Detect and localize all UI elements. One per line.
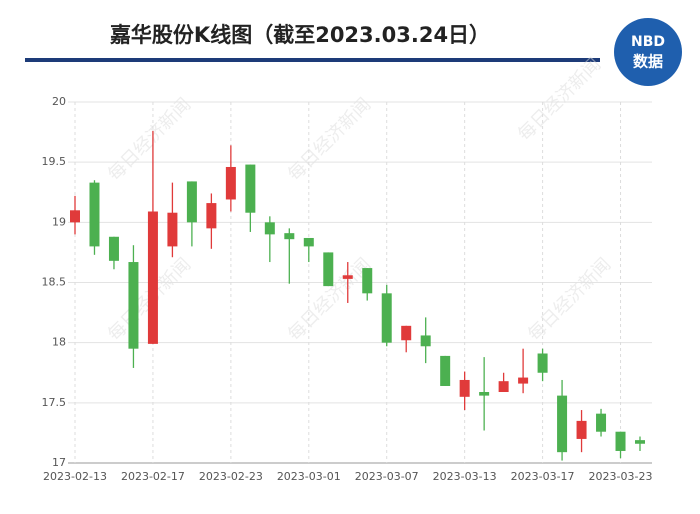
candle-body (420, 335, 431, 347)
y-tick-label: 17 (52, 456, 66, 469)
logo-text: 数据 (633, 53, 663, 71)
x-tick-label: 2023-02-23 (199, 470, 263, 483)
x-tick-label: 2023-03-23 (589, 470, 653, 483)
candle-body (498, 381, 509, 393)
y-tick-label: 18.5 (42, 276, 67, 289)
candle-body (459, 379, 470, 397)
candle-body (362, 268, 373, 294)
candle-body (323, 252, 334, 287)
logo-badge (614, 18, 682, 86)
watermark: 每日经济新闻 (284, 94, 375, 185)
watermark: 每日经济新闻 (514, 54, 605, 145)
candle-body (615, 431, 626, 451)
candle-body (225, 166, 236, 200)
chart-title: 嘉华股份K线图（截至2023.03.24日） (110, 23, 490, 47)
y-tick-label: 18 (52, 336, 66, 349)
candle-body (89, 182, 100, 247)
logo-text: NBD (631, 34, 665, 50)
x-tick-label: 2023-03-01 (277, 470, 341, 483)
watermarks: 每日经济新闻每日经济新闻每日经济新闻每日经济新闻每日经济新闻每日经济新闻 (104, 54, 615, 345)
candle-body (70, 210, 80, 223)
candle-body (596, 413, 607, 432)
candle-body (537, 353, 548, 373)
candle-body (557, 395, 568, 453)
candle-body (576, 420, 587, 439)
candle-body (167, 212, 178, 247)
candle-body (128, 262, 139, 349)
candle-body (108, 236, 119, 261)
candle-body (303, 237, 314, 247)
plot: 17 17.5 18 18.5 19 19.5 20 2023-02-13 2023-02-17… (42, 95, 653, 483)
y-tick-label: 19 (52, 215, 66, 228)
candle-body (479, 392, 490, 396)
candle-body (264, 222, 275, 235)
watermark: 每日经济新闻 (104, 94, 195, 185)
candle-body (284, 233, 295, 240)
x-tick-label: 2023-03-07 (355, 470, 419, 483)
candle-body (206, 203, 217, 229)
x-tick-label: 2023-02-13 (43, 470, 107, 483)
y-tick-label: 17.5 (42, 396, 67, 409)
candle-body (635, 440, 645, 444)
candle-body (401, 325, 412, 341)
y-tick-label: 20 (52, 95, 66, 108)
candle-body (518, 377, 529, 384)
candle-body (381, 293, 392, 343)
candle-body (147, 211, 158, 344)
candle-body (342, 275, 353, 279)
x-tick-label: 2023-03-13 (433, 470, 497, 483)
watermark: 每日经济新闻 (524, 254, 615, 345)
x-tick-label: 2023-02-17 (121, 470, 185, 483)
y-tick-label: 19.5 (42, 155, 67, 168)
candle-body (186, 181, 197, 223)
x-tick-label: 2023-03-17 (511, 470, 575, 483)
candle-body (440, 355, 451, 386)
candle-body (245, 164, 256, 213)
